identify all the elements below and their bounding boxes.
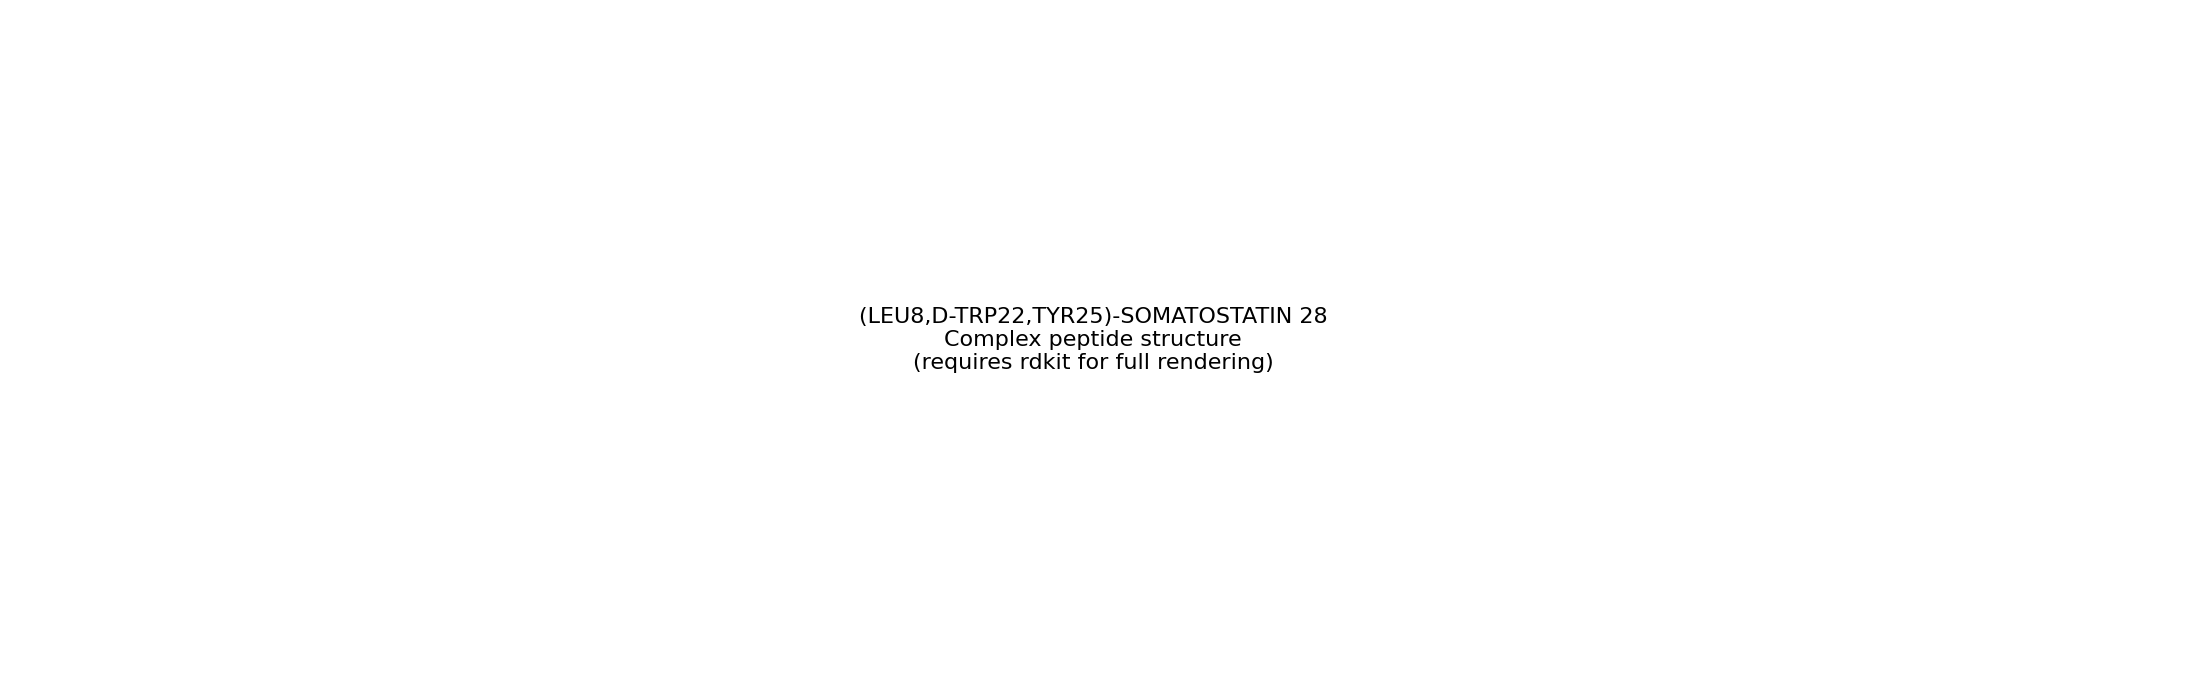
Text: (LEU8,D-TRP22,TYR25)-SOMATOSTATIN 28
Complex peptide structure
(requires rdkit f: (LEU8,D-TRP22,TYR25)-SOMATOSTATIN 28 Com…	[859, 307, 1327, 373]
